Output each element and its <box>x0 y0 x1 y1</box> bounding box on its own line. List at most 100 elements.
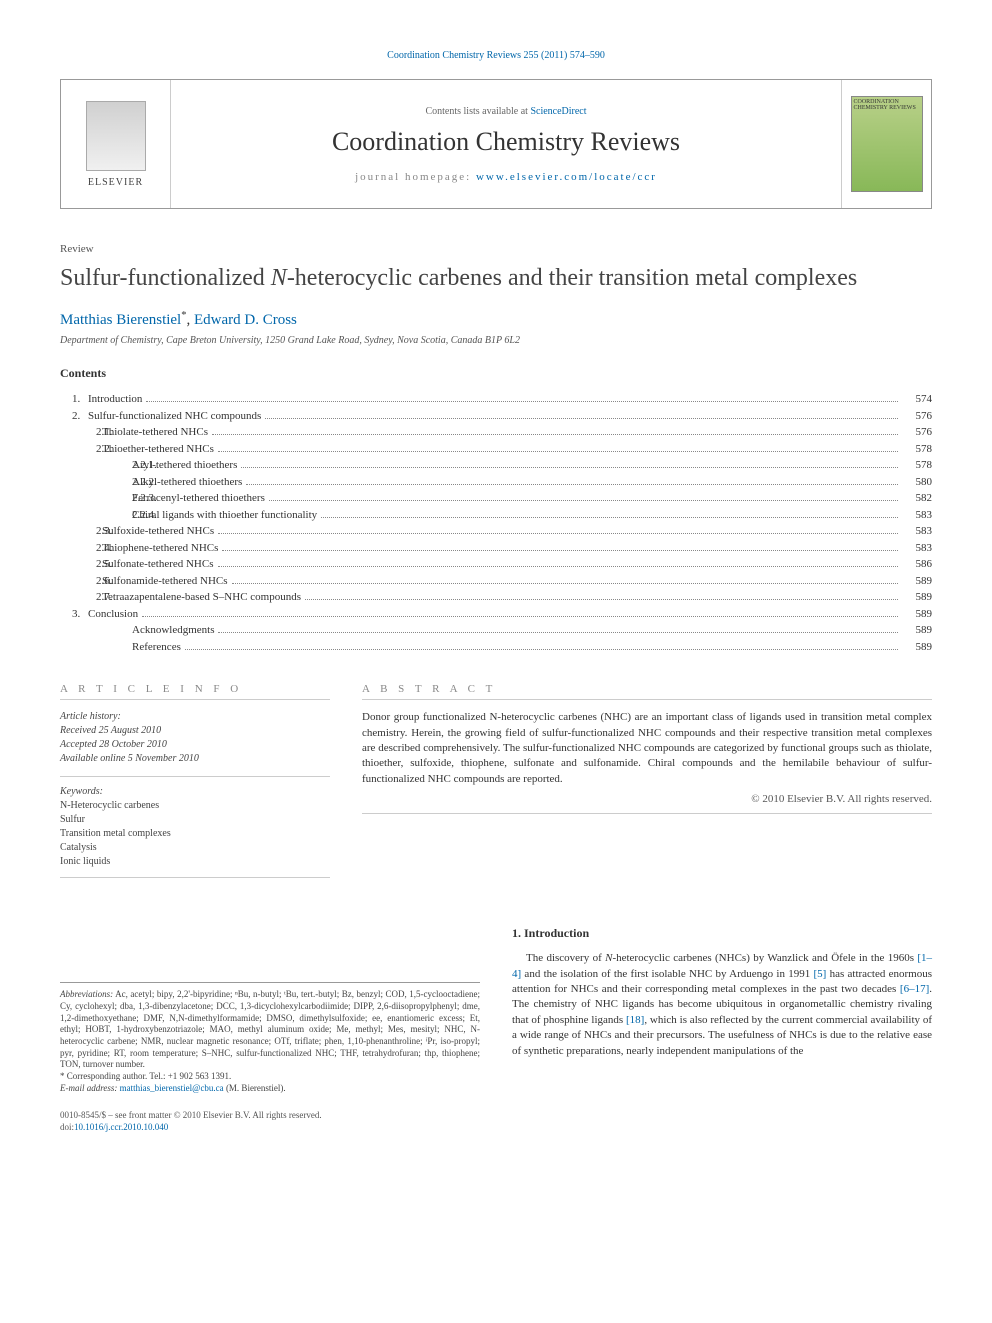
article-info-label: A R T I C L E I N F O <box>60 683 330 700</box>
toc-page: 576 <box>902 424 932 441</box>
toc-leader <box>212 434 898 435</box>
history-online: Available online 5 November 2010 <box>60 752 330 766</box>
journal-homepage: journal homepage: www.elsevier.com/locat… <box>355 171 657 183</box>
author-2[interactable]: Edward D. Cross <box>194 312 297 328</box>
toc-label: References <box>132 639 181 656</box>
ref-5[interactable]: [5] <box>813 968 826 980</box>
sciencedirect-link[interactable]: ScienceDirect <box>530 106 586 117</box>
abstract-copyright: © 2010 Elsevier B.V. All rights reserved… <box>362 793 932 805</box>
toc-label: Alkyl-tethered thioethers <box>132 474 242 491</box>
toc-page: 580 <box>902 474 932 491</box>
divider <box>362 813 932 814</box>
keyword-4: Catalysis <box>60 841 330 855</box>
ref-1-4[interactable]: [1–4] <box>512 952 932 979</box>
toc-page: 576 <box>902 408 932 425</box>
email-suffix: (M. Bierenstiel). <box>224 1083 286 1093</box>
footnotes: Abbreviations: Ac, acetyl; bipy, 2,2'-bi… <box>60 982 480 1094</box>
toc-label: Thiophene-tethered NHCs <box>102 540 218 557</box>
history-received: Received 25 August 2010 <box>60 724 330 738</box>
email-link[interactable]: matthias_bierenstiel@cbu.ca <box>120 1083 224 1093</box>
doi-label: doi: <box>60 1122 74 1132</box>
elsevier-tree-icon <box>86 101 146 171</box>
info-abstract-row: A R T I C L E I N F O Article history: R… <box>60 683 932 886</box>
toc-leader <box>218 566 899 567</box>
page-container: Coordination Chemistry Reviews 255 (2011… <box>0 0 992 1174</box>
toc-page: 589 <box>902 639 932 656</box>
toc-row: 2.5.Sulfonate-tethered NHCs586 <box>60 556 932 573</box>
toc-row: 2.3.Sulfoxide-tethered NHCs 583 <box>60 523 932 540</box>
article-type: Review <box>60 243 932 255</box>
toc-label: Ferrocenyl-tethered thioethers <box>132 490 265 507</box>
toc-label: Aryl-tethered thioethers <box>132 457 237 474</box>
toc-row: 2.4.Thiophene-tethered NHCs583 <box>60 540 932 557</box>
introduction-column: 1. Introduction The discovery of N-heter… <box>512 926 932 1094</box>
toc-page: 589 <box>902 622 932 639</box>
toc-row: 2.2.1.Aryl-tethered thioethers 578 <box>60 457 932 474</box>
toc-label: Sulfoxide-tethered NHCs <box>102 523 214 540</box>
abstract-text: Donor group functionalized N-heterocycli… <box>362 710 932 787</box>
toc-row: 2.Sulfur-functionalized NHC compounds 576 <box>60 408 932 425</box>
toc-row: 2.2.4.Chiral ligands with thioether func… <box>60 507 932 524</box>
toc-page: 583 <box>902 523 932 540</box>
history-label: Article history: <box>60 710 330 724</box>
journal-cover-block: COORDINATION CHEMISTRY REVIEWS <box>841 80 931 208</box>
doi-link[interactable]: 10.1016/j.ccr.2010.10.040 <box>74 1122 168 1132</box>
toc-leader <box>146 401 898 402</box>
toc-row: 2.2.2.Alkyl-tethered thioethers 580 <box>60 474 932 491</box>
toc-page: 578 <box>902 457 932 474</box>
ref-18[interactable]: [18] <box>626 1014 644 1026</box>
email-label: E-mail address: <box>60 1083 120 1093</box>
introduction-heading: 1. Introduction <box>512 926 932 941</box>
journal-header: ELSEVIER Contents lists available at Sci… <box>60 79 932 209</box>
author-1[interactable]: Matthias Bierenstiel <box>60 312 181 328</box>
toc-row: Acknowledgments589 <box>60 622 932 639</box>
contents-heading: Contents <box>60 366 932 381</box>
journal-ref-link[interactable]: Coordination Chemistry Reviews 255 (2011… <box>387 50 605 61</box>
keywords-block: Keywords: N-Heterocyclic carbenes Sulfur… <box>60 785 330 869</box>
footer-doi-line: doi:10.1016/j.ccr.2010.10.040 <box>60 1122 932 1134</box>
email-line: E-mail address: matthias_bierenstiel@cbu… <box>60 1083 480 1095</box>
abstract-label: A B S T R A C T <box>362 683 932 700</box>
ref-6-17[interactable]: [6–17] <box>900 983 929 995</box>
toc-num: 2.2.1. <box>60 457 132 474</box>
journal-cover-thumbnail: COORDINATION CHEMISTRY REVIEWS <box>851 96 923 192</box>
keyword-3: Transition metal complexes <box>60 827 330 841</box>
journal-reference: Coordination Chemistry Reviews 255 (2011… <box>60 50 932 61</box>
toc-label: Sulfonamide-tethered NHCs <box>102 573 228 590</box>
toc-num: 2. <box>60 408 88 425</box>
keyword-5: Ionic liquids <box>60 855 330 869</box>
article-title: Sulfur-functionalized N-heterocyclic car… <box>60 263 932 294</box>
toc-leader <box>222 550 898 551</box>
article-info-column: A R T I C L E I N F O Article history: R… <box>60 683 330 886</box>
toc-num: 2.7. <box>60 589 102 606</box>
homepage-url[interactable]: www.elsevier.com/locate/ccr <box>476 171 657 183</box>
footer-copyright: 0010-8545/$ – see front matter © 2010 El… <box>60 1110 932 1122</box>
toc-num: 2.1. <box>60 424 102 441</box>
divider <box>60 877 330 878</box>
keyword-1: N-Heterocyclic carbenes <box>60 799 330 813</box>
toc-leader <box>246 484 898 485</box>
history-accepted: Accepted 28 October 2010 <box>60 738 330 752</box>
journal-name: Coordination Chemistry Reviews <box>332 127 680 157</box>
toc-label: Sulfur-functionalized NHC compounds <box>88 408 261 425</box>
author-1-marker: * <box>181 310 186 321</box>
toc-page: 578 <box>902 441 932 458</box>
homepage-label: journal homepage: <box>355 171 476 183</box>
toc-num: 2.6. <box>60 573 102 590</box>
toc-num: 2.3. <box>60 523 102 540</box>
toc-row: 3.Conclusion589 <box>60 606 932 623</box>
toc-leader <box>269 500 898 501</box>
toc-page: 583 <box>902 507 932 524</box>
toc-leader <box>241 467 898 468</box>
divider <box>60 776 330 777</box>
publisher-logo-block: ELSEVIER <box>61 80 171 208</box>
toc-page: 582 <box>902 490 932 507</box>
toc-leader <box>232 583 898 584</box>
toc-num: 2.2. <box>60 441 102 458</box>
toc-leader <box>218 533 898 534</box>
toc-num: 2.2.2. <box>60 474 132 491</box>
toc-label: Thiolate-tethered NHCs <box>102 424 208 441</box>
toc-leader <box>321 517 898 518</box>
abbrev-label: Abbreviations: <box>60 989 113 999</box>
keywords-label: Keywords: <box>60 785 330 799</box>
